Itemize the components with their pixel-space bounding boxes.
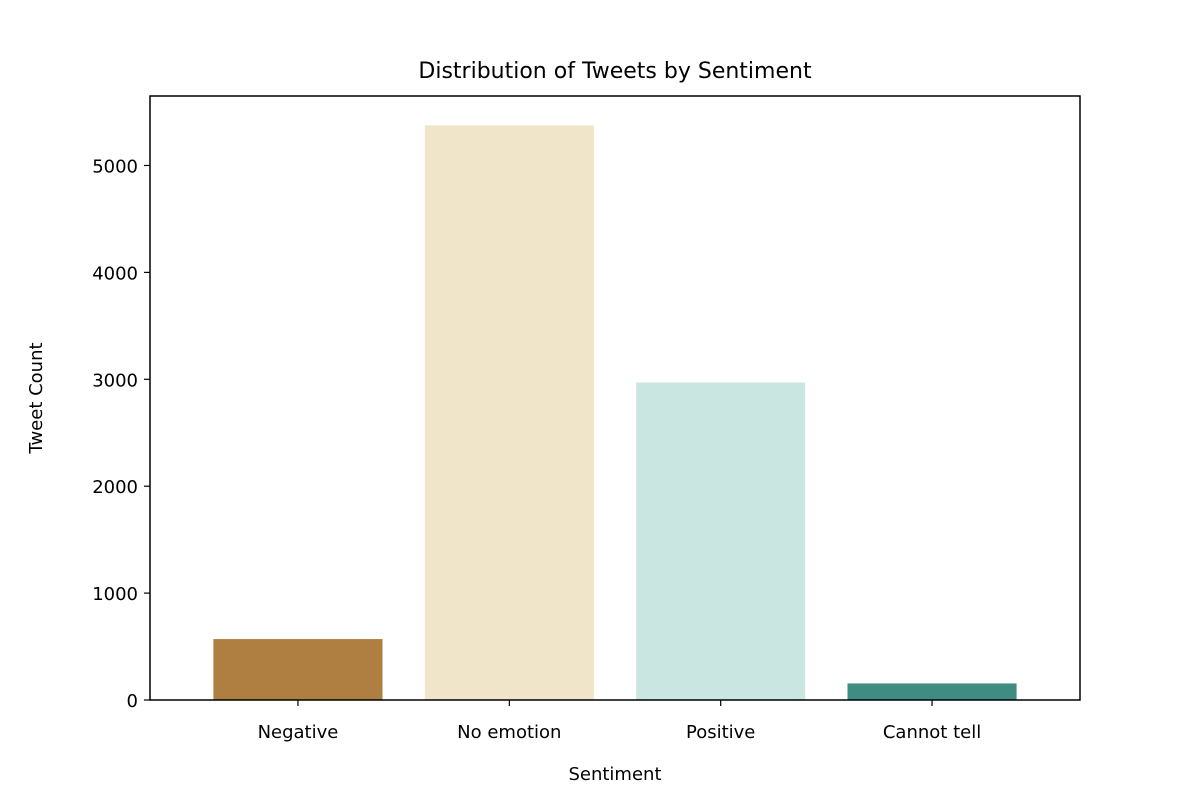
x-tick-label: Cannot tell (883, 722, 981, 743)
bar-cannot-tell (847, 683, 1017, 700)
y-tick-label: 0 (127, 691, 138, 712)
chart-title: Distribution of Tweets by Sentiment (418, 59, 812, 84)
bar-no-emotion (424, 125, 594, 700)
y-axis-label: Tweet Count (26, 342, 47, 454)
y-tick-label: 1000 (92, 584, 138, 605)
y-axis-ticks: 0 1000 2000 3000 4000 5000 (92, 156, 150, 712)
y-tick-label: 2000 (92, 477, 138, 498)
x-tick-label: No emotion (457, 722, 561, 743)
x-tick-label: Positive (686, 722, 755, 743)
y-tick-label: 3000 (92, 370, 138, 391)
x-tick-label: Negative (258, 722, 339, 743)
bars-layer (213, 125, 1017, 700)
y-tick-label: 4000 (92, 263, 138, 284)
x-axis-label: Sentiment (568, 764, 661, 785)
bar-positive (636, 382, 806, 700)
bar-negative (213, 639, 383, 700)
x-axis-ticks: Negative No emotion Positive Cannot tell (258, 700, 981, 743)
y-tick-label: 5000 (92, 156, 138, 177)
plot-area-frame (149, 95, 1081, 701)
